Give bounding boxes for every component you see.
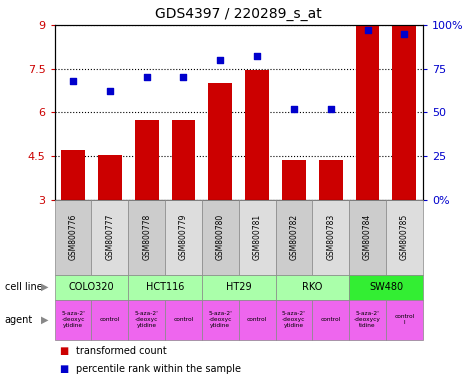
Text: control: control — [100, 317, 120, 322]
Text: agent: agent — [5, 314, 33, 325]
Bar — [319, 161, 342, 200]
Point — [400, 31, 408, 37]
Point — [69, 78, 77, 84]
Point — [290, 106, 298, 112]
Bar — [202, 300, 238, 340]
Point — [180, 74, 187, 81]
Text: GSM800785: GSM800785 — [400, 214, 409, 260]
Text: GSM800779: GSM800779 — [179, 214, 188, 260]
Bar — [202, 200, 238, 275]
Bar — [55, 300, 91, 340]
Text: GSM800780: GSM800780 — [216, 214, 225, 260]
Text: ▶: ▶ — [41, 282, 49, 292]
Text: RKO: RKO — [302, 282, 323, 292]
Bar — [276, 200, 313, 275]
Text: control: control — [321, 317, 341, 322]
Text: GSM800777: GSM800777 — [105, 214, 114, 260]
Point — [364, 27, 371, 33]
Text: percentile rank within the sample: percentile rank within the sample — [76, 364, 241, 374]
Bar — [91, 300, 128, 340]
Text: GSM800782: GSM800782 — [289, 214, 298, 260]
Text: control: control — [173, 317, 194, 322]
Text: HT29: HT29 — [226, 282, 251, 292]
Text: 5-aza-2'
-deoxyc
ytidine: 5-aza-2' -deoxyc ytidine — [282, 311, 306, 328]
Text: 5-aza-2'
-deoxycy
tidine: 5-aza-2' -deoxycy tidine — [354, 311, 381, 328]
Bar — [238, 300, 276, 340]
Text: ■: ■ — [59, 364, 68, 374]
Bar — [245, 70, 269, 200]
Bar — [165, 300, 202, 340]
Text: HCT116: HCT116 — [146, 282, 184, 292]
Bar — [386, 300, 423, 340]
Point — [143, 74, 151, 81]
Bar — [386, 200, 423, 275]
Text: GSM800778: GSM800778 — [142, 214, 151, 260]
Text: ▶: ▶ — [41, 314, 49, 325]
Bar — [356, 26, 380, 200]
Point — [217, 57, 224, 63]
Point — [327, 106, 334, 112]
Text: control: control — [247, 317, 267, 322]
Bar — [276, 300, 313, 340]
Bar — [349, 300, 386, 340]
Bar — [98, 154, 122, 200]
Text: ■: ■ — [59, 346, 68, 356]
Text: 5-aza-2'
-deoxyc
ytidine: 5-aza-2' -deoxyc ytidine — [209, 311, 232, 328]
Bar — [313, 200, 349, 275]
Bar — [313, 300, 349, 340]
Bar — [61, 150, 85, 200]
Text: GSM800776: GSM800776 — [68, 214, 77, 260]
Text: 5-aza-2'
-deoxyc
ytidine: 5-aza-2' -deoxyc ytidine — [135, 311, 159, 328]
Bar — [135, 119, 159, 200]
Text: COLO320: COLO320 — [68, 282, 114, 292]
Point — [253, 53, 261, 60]
Point — [106, 88, 114, 94]
Title: GDS4397 / 220289_s_at: GDS4397 / 220289_s_at — [155, 7, 322, 21]
Text: GSM800784: GSM800784 — [363, 214, 372, 260]
Text: 5-aza-2'
-deoxyc
ytidine: 5-aza-2' -deoxyc ytidine — [61, 311, 85, 328]
Bar — [392, 26, 416, 200]
Text: control
l: control l — [394, 314, 415, 325]
Bar — [202, 275, 276, 300]
Bar — [282, 161, 306, 200]
Bar — [91, 200, 128, 275]
Bar — [276, 275, 349, 300]
Bar — [128, 300, 165, 340]
Bar — [349, 200, 386, 275]
Bar — [209, 83, 232, 200]
Bar — [55, 275, 128, 300]
Bar — [171, 119, 195, 200]
Text: GSM800783: GSM800783 — [326, 214, 335, 260]
Text: SW480: SW480 — [369, 282, 403, 292]
Bar — [165, 200, 202, 275]
Bar — [55, 200, 91, 275]
Text: transformed count: transformed count — [76, 346, 167, 356]
Bar — [128, 275, 202, 300]
Bar — [349, 275, 423, 300]
Text: cell line: cell line — [5, 282, 42, 292]
Text: GSM800781: GSM800781 — [253, 214, 262, 260]
Bar — [128, 200, 165, 275]
Bar — [238, 200, 276, 275]
